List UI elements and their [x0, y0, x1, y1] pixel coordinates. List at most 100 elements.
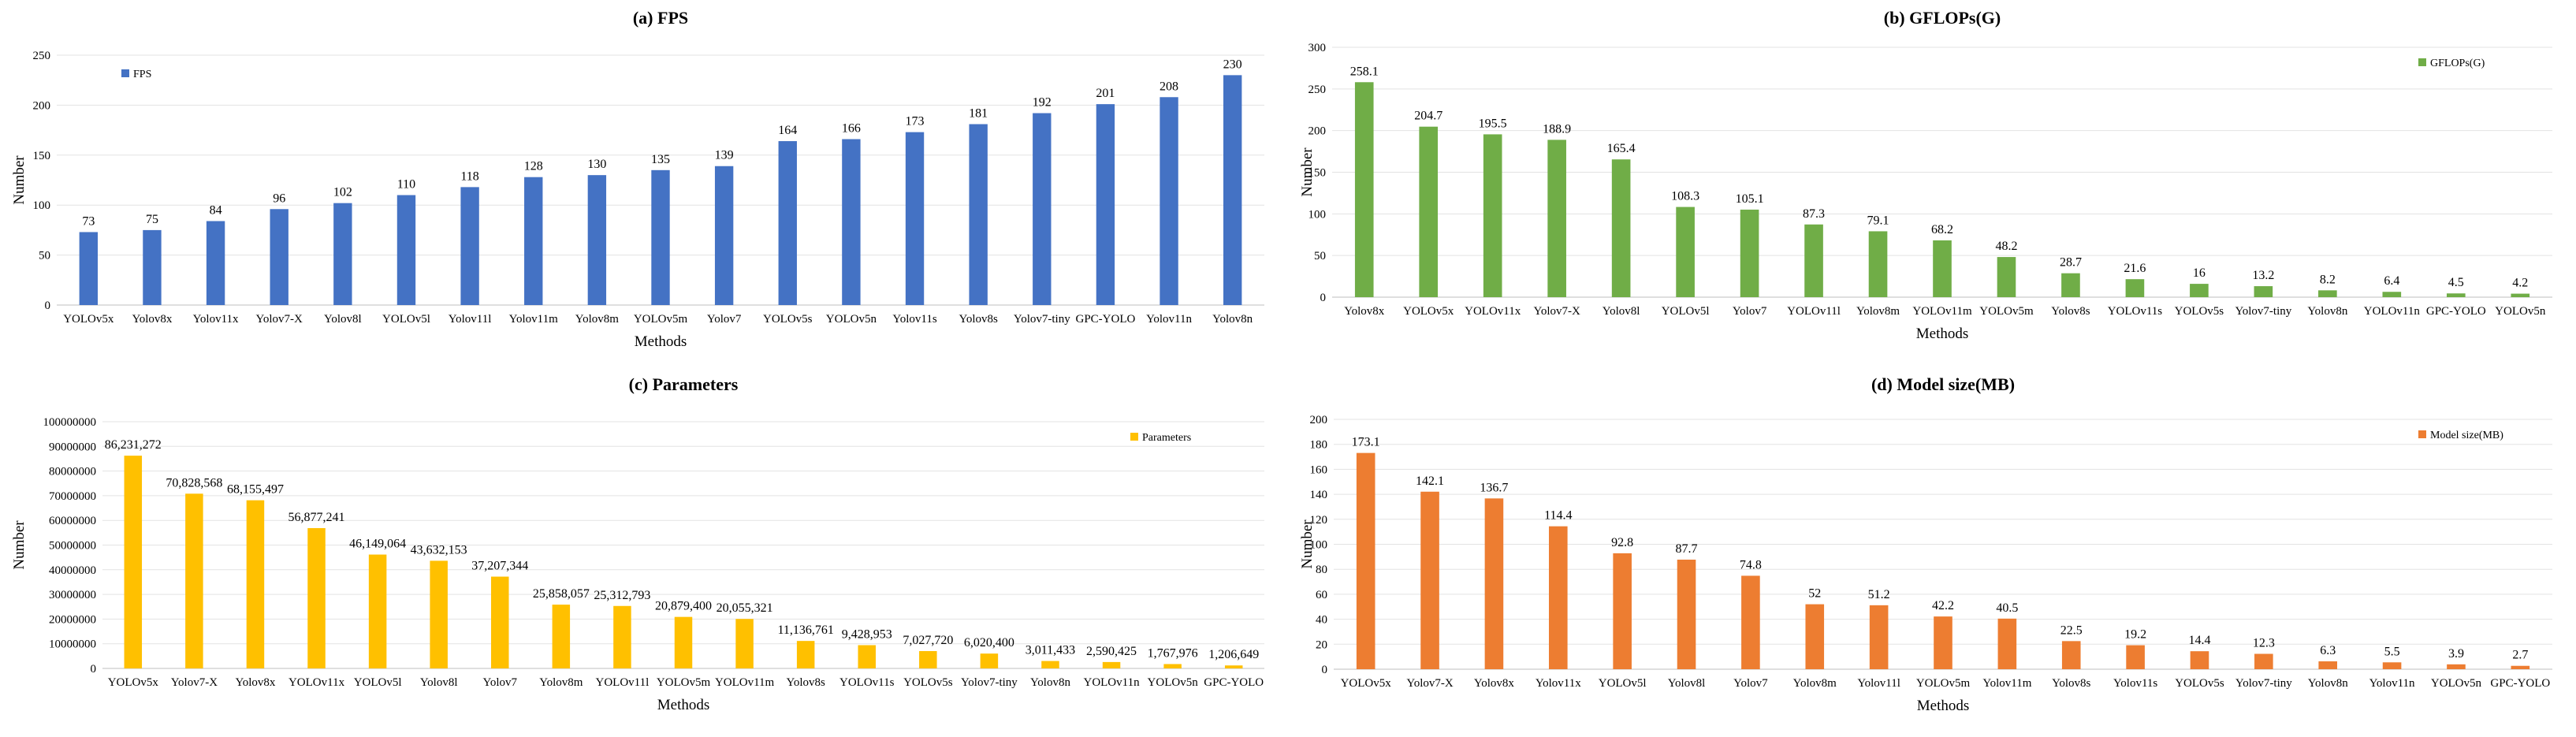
- parameters-bar: [246, 500, 265, 668]
- model-size-category-label: Yolov7-tiny: [2235, 677, 2292, 690]
- gflops-data-label: 105.1: [1736, 192, 1764, 206]
- model-size-bar: [2061, 641, 2081, 669]
- model-size-y-tick-label: 20: [1316, 638, 1327, 651]
- gflops-y-tick-label: 100: [1308, 208, 1327, 221]
- model-size-y-tick-label: 120: [1310, 514, 1328, 527]
- gflops-data-label: 48.2: [1995, 240, 2017, 253]
- chart-panel-gflops: (b) GFLOPs(G) 0 50 100 150 200 250 300 258.1 Yolo…: [1288, 0, 2576, 367]
- parameters-y-tick-label: 40000000: [49, 564, 96, 577]
- parameters-category-label: YOLOv5n: [1148, 676, 1199, 689]
- fps-category-label: YOLOv5l: [382, 313, 430, 326]
- parameters-data-label: 43,632,153: [411, 543, 467, 556]
- fps-bar: [1033, 113, 1052, 305]
- gflops-data-label: 4.5: [2448, 276, 2464, 289]
- parameters-category-label: GPC-YOLO: [1204, 676, 1264, 689]
- gflops-category-label: Yolov8s: [2051, 305, 2090, 318]
- model-size-bar: [2447, 664, 2466, 669]
- fps-y-axis-title: Number: [11, 155, 28, 205]
- model-size-category-label: Yolov8m: [1793, 677, 1837, 690]
- model-size-y-tick-label: 0: [1322, 664, 1328, 676]
- model-size-category-label: YOLOv5x: [1341, 677, 1392, 690]
- fps-bar: [651, 169, 670, 305]
- parameters-y-tick-label: 100000000: [43, 416, 97, 429]
- fps-category-label: YOLOv5s: [763, 313, 813, 326]
- parameters-data-label: 6,020,400: [964, 636, 1014, 650]
- fps-category-label: Yolov8n: [1212, 313, 1253, 326]
- fps-y-tick-label: 50: [39, 250, 50, 262]
- model-size-bar: [2511, 665, 2530, 669]
- model-size-bar: [1741, 575, 1760, 669]
- gflops-category-label: YOLOv5s: [2175, 305, 2224, 318]
- parameters-data-label: 9,428,953: [842, 627, 892, 641]
- fps-bar: [714, 166, 734, 305]
- parameters-data-label: 1,206,649: [1208, 648, 1259, 661]
- gflops-category-label: Yolov8m: [1856, 305, 1900, 318]
- model-size-data-label: 52: [1808, 587, 1821, 601]
- gflops-bar: [2190, 284, 2209, 297]
- fps-bar: [587, 175, 607, 305]
- parameters-data-label: 7,027,720: [903, 634, 953, 647]
- fps-category-label: Yolov7-tiny: [1014, 313, 1070, 326]
- model-size-bar: [1613, 553, 1632, 669]
- model-size-category-label: YOLOv5n: [2431, 677, 2482, 690]
- gflops-bar: [1933, 240, 1952, 297]
- parameters-category-label: YOLOv5l: [354, 676, 402, 689]
- model-size-data-label: 74.8: [1740, 558, 1762, 571]
- fps-category-label: Yolov8l: [324, 313, 362, 326]
- model-size-category-label: Yolov11x: [1536, 677, 1581, 690]
- gflops-bar: [1740, 209, 1759, 297]
- gflops-y-tick-label: 250: [1308, 84, 1327, 96]
- fps-data-label: 73: [82, 214, 95, 228]
- model-size-category-label: Yolov8s: [2052, 677, 2090, 690]
- fps-data-label: 166: [842, 122, 861, 136]
- gflops-y-tick-label: 150: [1308, 167, 1327, 180]
- gflops-bar: [2254, 286, 2273, 297]
- parameters-y-tick-label: 20000000: [49, 613, 96, 626]
- model-size-data-label: 114.4: [1544, 509, 1572, 523]
- fps-data-label: 208: [1160, 80, 1178, 93]
- fps-bar: [1160, 97, 1178, 306]
- gflops-data-label: 8.2: [2320, 273, 2336, 286]
- parameters-bar: [858, 645, 876, 668]
- parameters-data-label: 70,828,568: [166, 476, 222, 489]
- parameters-data-label: 86,231,272: [105, 438, 162, 452]
- fps-data-label: 118: [460, 169, 478, 183]
- gflops-category-label: YOLOv11x: [1465, 305, 1521, 318]
- fps-category-label: Yolov11s: [892, 313, 936, 326]
- parameters-chart: (c) Parameters 0 10000000 20000000 30000000 4…: [11, 374, 1264, 713]
- fps-y-tick-label: 100: [33, 199, 51, 212]
- parameters-bar: [1224, 665, 1243, 668]
- parameters-y-tick-label: 80000000: [49, 466, 96, 478]
- gflops-data-label: 68.2: [1931, 223, 1953, 236]
- gflops-bar: [1997, 257, 2016, 297]
- parameters-category-label: Yolov7-tiny: [961, 676, 1018, 689]
- parameters-category-label: Yolov7-X: [171, 676, 218, 689]
- gflops-category-label: YOLOv5x: [1403, 305, 1454, 318]
- fps-legend-swatch: [121, 69, 129, 77]
- fps-data-label: 181: [969, 106, 988, 120]
- parameters-category-label: Yolov8x: [235, 676, 275, 689]
- gflops-bar: [2382, 292, 2402, 297]
- parameters-bar: [674, 616, 693, 668]
- fps-data-label: 75: [146, 213, 158, 226]
- fps-bar: [524, 177, 543, 305]
- model-size-data-label: 136.7: [1480, 481, 1508, 494]
- fps-bar: [270, 209, 288, 305]
- parameters-bar: [185, 493, 203, 668]
- gflops-bar: [1676, 207, 1695, 297]
- gflops-data-label: 4.2: [2512, 277, 2528, 290]
- fps-bar: [778, 141, 797, 305]
- fps-bar: [969, 124, 988, 305]
- gflops-bar: [1419, 126, 1439, 297]
- gflops-data-label: 258.1: [1350, 65, 1379, 78]
- fps-y-tick-label: 200: [33, 99, 51, 112]
- fps-bar: [1223, 75, 1242, 306]
- fps-bar: [333, 203, 352, 305]
- gflops-category-label: YOLOv11m: [1912, 305, 1972, 318]
- model-size-data-label: 51.2: [1868, 588, 1890, 601]
- model-size-data-label: 40.5: [1996, 601, 2018, 615]
- model-size-data-label: 14.4: [2188, 634, 2210, 647]
- model-size-data-label: 173.1: [1352, 436, 1380, 449]
- chart-panel-fps: (a) FPS 0 50 100 150 200 250 73 YOLOv5x 75 Yolov8x…: [0, 0, 1288, 367]
- model-size-category-label: YOLOv5m: [1916, 677, 1971, 690]
